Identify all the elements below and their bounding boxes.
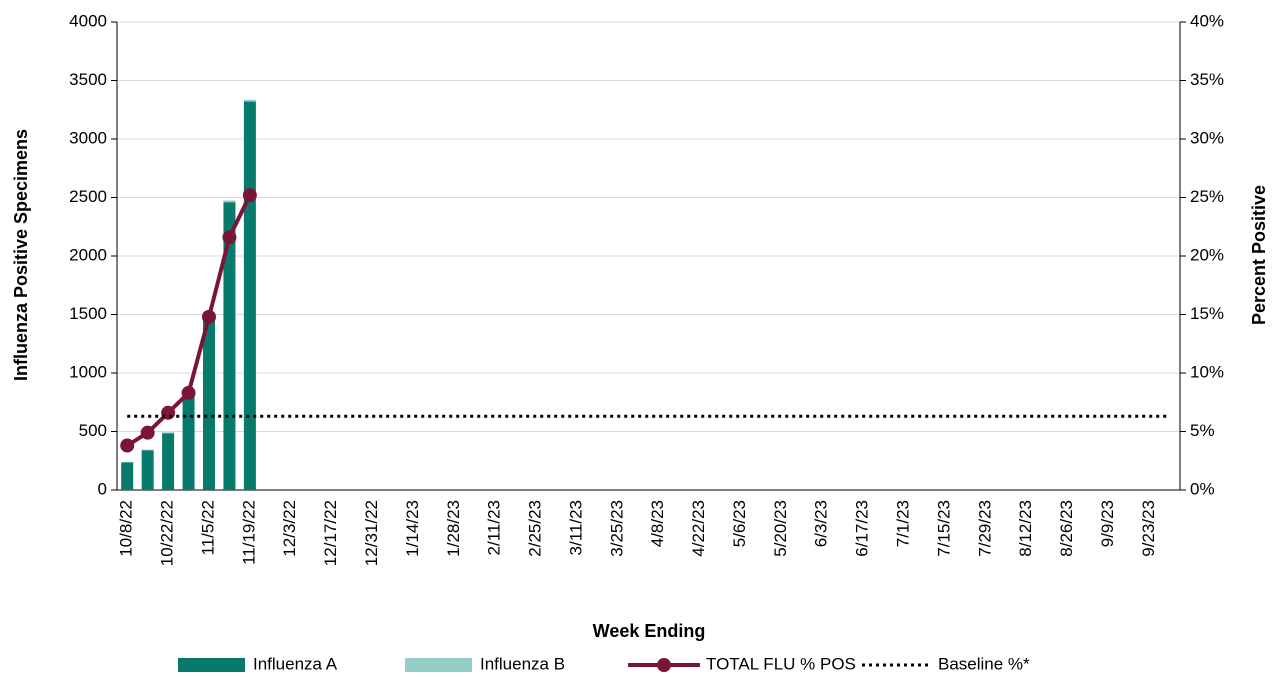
x-tick-label: 2/11/23 — [485, 500, 504, 555]
y2-tick-label: 40% — [1190, 11, 1224, 30]
x-tick-label: 7/1/23 — [894, 500, 913, 547]
x-tick-label: 5/6/23 — [730, 500, 749, 547]
x-tick-label: 12/31/22 — [362, 500, 381, 566]
x-tick-label: 5/20/23 — [771, 500, 790, 557]
y-tick-label: 0 — [98, 479, 107, 498]
legend-label: Influenza B — [480, 654, 565, 673]
legend-label: Baseline %* — [938, 654, 1030, 673]
x-tick-label: 11/5/22 — [198, 500, 217, 555]
x-tick-label: 11/19/22 — [239, 500, 258, 565]
x-tick-label: 10/8/22 — [117, 500, 136, 557]
bar — [162, 433, 175, 490]
bar — [141, 450, 154, 490]
bar — [202, 318, 215, 490]
marker — [222, 230, 237, 245]
legend-swatch — [178, 658, 245, 672]
x-tick-label: 7/29/23 — [975, 500, 994, 557]
y-axis-title: Influenza Positive Specimens — [11, 129, 31, 381]
marker — [140, 425, 155, 440]
y-tick-label: 3000 — [69, 128, 107, 147]
x-axis-title: Week Ending — [593, 621, 706, 641]
y-tick-label: 2000 — [69, 245, 107, 264]
bar — [121, 462, 134, 490]
legend-swatch — [405, 658, 472, 672]
y2-axis-title: Percent Positive — [1249, 185, 1269, 325]
x-tick-label: 8/26/23 — [1057, 500, 1076, 557]
x-tick-label: 1/14/23 — [403, 500, 422, 557]
y-tick-label: 500 — [79, 421, 107, 440]
bar — [243, 99, 256, 102]
marker — [201, 309, 216, 324]
legend-label: Influenza A — [253, 654, 338, 673]
y2-tick-label: 35% — [1190, 70, 1224, 89]
marker — [181, 385, 196, 400]
y-tick-label: 1000 — [69, 362, 107, 381]
y2-tick-label: 0% — [1190, 479, 1215, 498]
marker — [120, 438, 135, 453]
x-tick-label: 4/8/23 — [648, 500, 667, 547]
x-tick-label: 3/11/23 — [566, 500, 585, 555]
y2-tick-label: 5% — [1190, 421, 1215, 440]
x-tick-label: 7/15/23 — [934, 500, 953, 557]
x-tick-label: 4/22/23 — [689, 500, 708, 557]
x-tick-label: 9/23/23 — [1139, 500, 1158, 557]
y-tick-label: 2500 — [69, 187, 107, 206]
y-tick-label: 4000 — [69, 11, 107, 30]
y2-tick-label: 20% — [1190, 245, 1224, 264]
x-tick-label: 10/22/22 — [158, 500, 177, 566]
x-tick-label: 8/12/23 — [1016, 500, 1035, 557]
bar — [121, 461, 134, 463]
bar — [141, 449, 154, 451]
y-tick-label: 3500 — [69, 70, 107, 89]
marker — [242, 188, 257, 203]
legend-label: TOTAL FLU % POS — [706, 654, 856, 673]
bar — [223, 200, 236, 203]
y2-tick-label: 30% — [1190, 128, 1224, 147]
y2-tick-label: 10% — [1190, 362, 1224, 381]
x-tick-label: 3/25/23 — [607, 500, 626, 557]
y-tick-label: 1500 — [69, 304, 107, 323]
x-tick-label: 2/25/23 — [526, 500, 545, 557]
bar — [162, 432, 175, 434]
x-tick-label: 6/17/23 — [853, 500, 872, 557]
x-tick-label: 12/3/22 — [280, 500, 299, 557]
x-tick-label: 12/17/22 — [321, 500, 340, 566]
legend-marker — [657, 658, 671, 672]
bar — [182, 396, 195, 490]
x-tick-label: 6/3/23 — [812, 500, 831, 547]
bar — [243, 101, 256, 490]
bar — [223, 202, 236, 490]
x-tick-label: 1/28/23 — [444, 500, 463, 557]
y2-tick-label: 25% — [1190, 187, 1224, 206]
y2-tick-label: 15% — [1190, 304, 1224, 323]
x-tick-label: 9/9/23 — [1098, 500, 1117, 547]
